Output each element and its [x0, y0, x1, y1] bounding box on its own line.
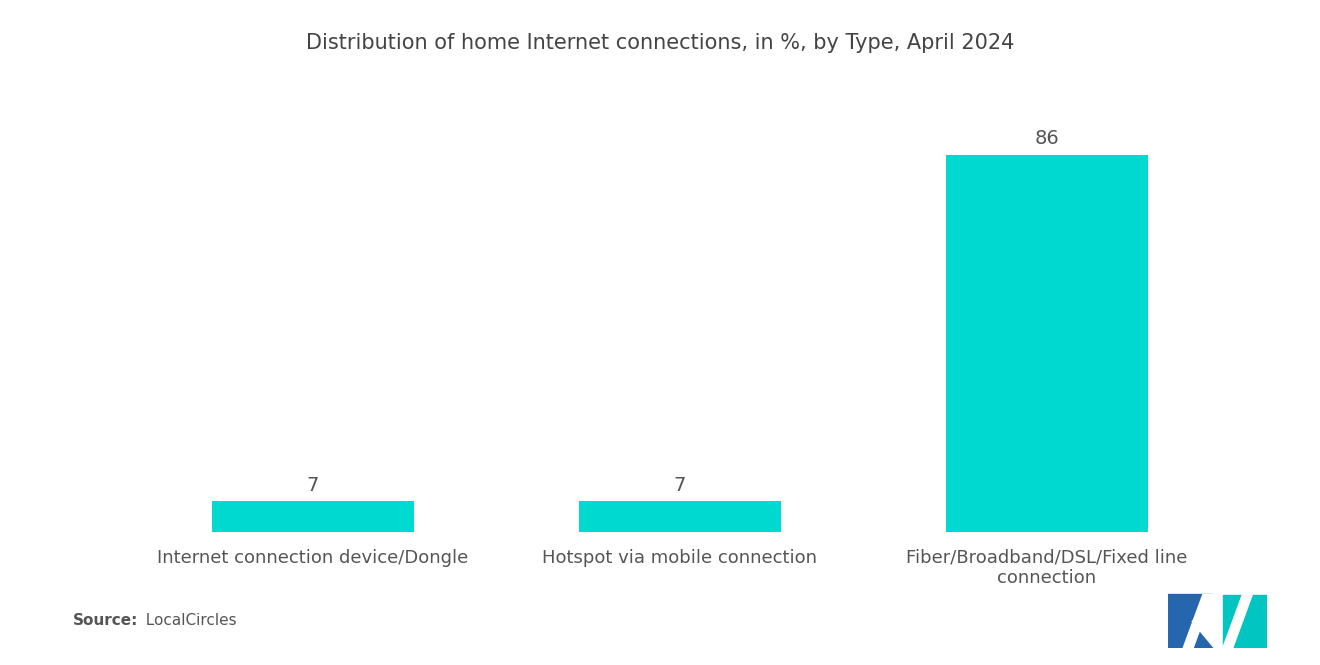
Text: Distribution of home Internet connections, in %, by Type, April 2024: Distribution of home Internet connection… — [306, 33, 1014, 53]
Bar — [211, 501, 413, 532]
Text: Source:: Source: — [73, 613, 139, 628]
Text: LocalCircles: LocalCircles — [136, 613, 236, 628]
Polygon shape — [1222, 595, 1253, 648]
Bar — [579, 501, 780, 532]
Text: 7: 7 — [306, 475, 319, 495]
Text: 86: 86 — [1035, 129, 1059, 148]
Polygon shape — [1222, 595, 1267, 648]
Bar — [946, 154, 1148, 532]
Polygon shape — [1168, 595, 1213, 648]
Text: 7: 7 — [673, 475, 686, 495]
Polygon shape — [1183, 595, 1213, 648]
